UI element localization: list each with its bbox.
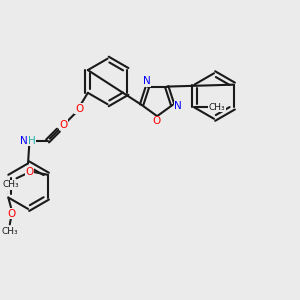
Text: O: O — [8, 208, 16, 219]
Text: CH₃: CH₃ — [2, 180, 19, 189]
Text: O: O — [152, 116, 161, 126]
Text: N: N — [20, 136, 28, 146]
Text: O: O — [26, 167, 34, 177]
Text: O: O — [75, 104, 83, 114]
Text: N: N — [143, 76, 151, 86]
Text: CH₃: CH₃ — [208, 103, 225, 112]
Text: N: N — [174, 101, 182, 111]
Text: O: O — [59, 120, 68, 130]
Text: H: H — [28, 136, 36, 146]
Text: CH₃: CH₃ — [1, 227, 18, 236]
